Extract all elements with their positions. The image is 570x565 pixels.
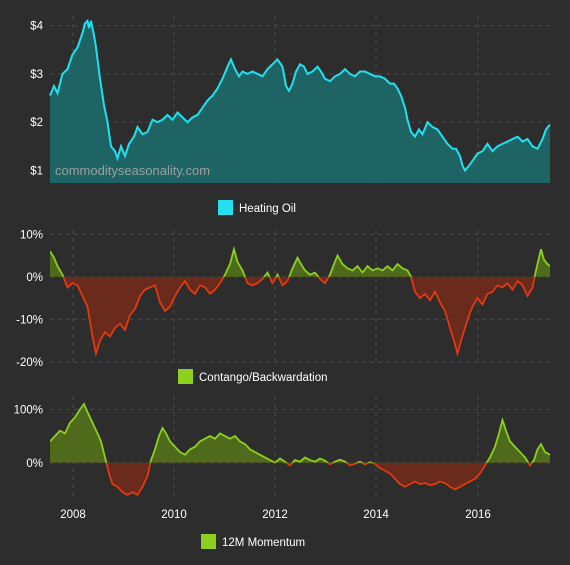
watermark: commodityseasonality.com <box>55 163 210 178</box>
x-tick-label: 2008 <box>60 509 86 521</box>
momentum-positive-line <box>50 402 550 463</box>
heating-oil-legend-swatch <box>218 200 233 215</box>
contango-legend-label: Contango/Backwardation <box>199 372 328 384</box>
momentum-negative-line <box>105 462 534 496</box>
x-tick-label: 2014 <box>363 509 389 521</box>
contango-ytick-label: 10% <box>20 229 43 241</box>
heating-oil-ytick-label: $2 <box>30 117 43 129</box>
label-layer: $1 $2 $3 $4 10% 0% -10% -20% 100% 0% 2008 2010 2012 2… <box>14 21 491 521</box>
contango-ytick-label: -10% <box>16 314 43 326</box>
contango-positive-line <box>50 245 550 277</box>
momentum-positive-area <box>50 404 550 463</box>
x-tick-label: 2016 <box>465 509 491 521</box>
heating-oil-ytick-label: $3 <box>30 69 43 81</box>
contango-legend-swatch <box>178 369 193 384</box>
momentum-legend-label: 12M Momentum <box>222 537 305 549</box>
contango-ytick-label: 0% <box>26 272 43 284</box>
x-tick-label: 2012 <box>262 509 288 521</box>
momentum-legend: 12M Momentum <box>201 534 305 549</box>
momentum-legend-swatch <box>201 534 216 549</box>
heating-oil-area <box>50 20 550 183</box>
contango-ytick-label: -20% <box>16 357 43 369</box>
x-tick-label: 2010 <box>161 509 187 521</box>
heating-oil-line <box>49 18 551 173</box>
momentum-negative-area <box>50 462 550 495</box>
heating-oil-ytick-label: $1 <box>30 165 43 177</box>
line-layer <box>49 18 551 496</box>
heating-oil-ytick-label: $4 <box>30 21 43 33</box>
heating-oil-legend: Heating Oil <box>218 200 296 215</box>
contango-legend: Contango/Backwardation <box>178 369 328 384</box>
legend-layer: Heating Oil Contango/Backwardation 12M Mom… <box>178 200 328 549</box>
contango-negative-line <box>62 276 536 358</box>
heating-oil-legend-label: Heating Oil <box>239 203 296 215</box>
momentum-ytick-label: 100% <box>14 404 43 416</box>
momentum-ytick-label: 0% <box>26 458 43 470</box>
